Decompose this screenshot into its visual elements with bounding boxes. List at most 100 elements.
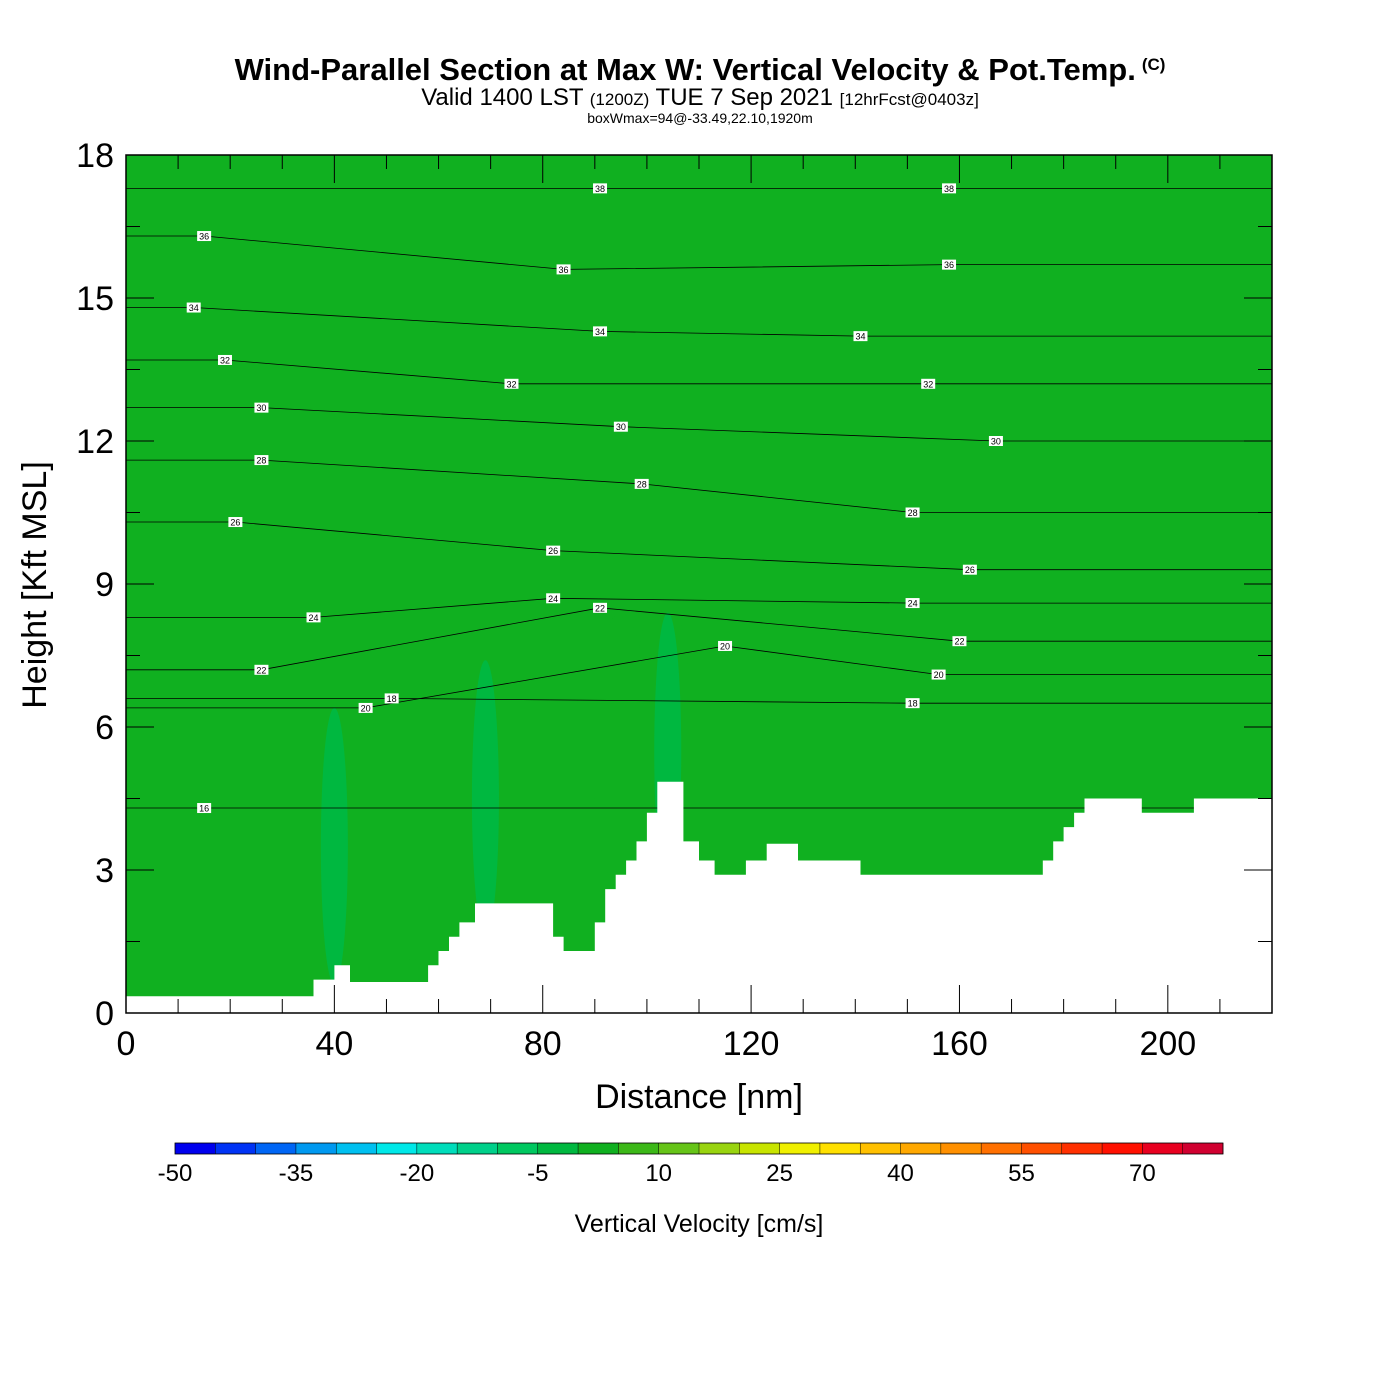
theta-label-box (931, 669, 946, 680)
downdraft-core (471, 660, 499, 937)
theta-label-text: 20 (934, 670, 944, 680)
colorbar-swatch (457, 1143, 498, 1154)
colorbar-swatch (578, 1143, 619, 1154)
terrain-mask (126, 781, 1272, 1013)
box-wmax-line: boxWmax=94@-33.49,22.10,1920m (587, 110, 813, 126)
x-axis-label: Distance [nm] (595, 1078, 803, 1116)
x-tick-label: 0 (117, 1025, 136, 1063)
theta-label-box (556, 264, 571, 275)
theta-label-text: 18 (908, 699, 918, 709)
colorbar-swatch (658, 1143, 700, 1154)
chart-title-text: Wind-Parallel Section at Max W: Vertical… (234, 52, 1136, 87)
colorbar-swatch (416, 1143, 458, 1154)
theta-label-box (962, 564, 977, 575)
colorbar-tick-label: -50 (158, 1160, 193, 1187)
theta-label-text: 26 (230, 518, 240, 528)
theta-label-text: 22 (256, 665, 266, 675)
valid-prefix: Valid 1400 LST (421, 84, 584, 111)
colorbar-tick-label: 25 (766, 1160, 793, 1187)
theta-contour-label: 32 (504, 378, 519, 389)
colorbar-swatch (900, 1143, 942, 1154)
y-tick-label: 6 (95, 709, 114, 747)
theta-label-text: 32 (506, 379, 516, 389)
theta-contour-label: 26 (546, 545, 561, 556)
colorbar-tick-label: 70 (1129, 1160, 1156, 1187)
theta-contour-label: 30 (254, 402, 269, 413)
theta-label-text: 22 (954, 637, 964, 647)
colorbar-swatch (295, 1143, 337, 1154)
theta-label-box (546, 593, 561, 604)
theta-label-box (593, 326, 608, 337)
theta-label-text: 28 (637, 479, 647, 489)
theta-contour-line (126, 698, 1272, 704)
colorbar-swatch (699, 1143, 740, 1154)
colorbar-swatch (819, 1143, 861, 1154)
theta-contour-label: 26 (228, 517, 243, 528)
theta-contour-label: 28 (254, 455, 269, 466)
theta-contour-label: 30 (988, 436, 1003, 447)
theta-label-text: 22 (595, 603, 605, 613)
theta-contour-label: 30 (613, 421, 628, 432)
colorbar-swatch (497, 1143, 539, 1154)
updraft-core (384, 684, 441, 961)
x-tick-label: 40 (315, 1025, 353, 1063)
colorbar-swatch (215, 1143, 256, 1154)
y-tick-label: 0 (95, 995, 114, 1033)
colorbar-swatch (1142, 1143, 1183, 1154)
theta-contour-label: 28 (905, 507, 920, 518)
colorbar-swatch (981, 1143, 1022, 1154)
theta-label-text: 24 (309, 613, 319, 623)
theta-label-text: 34 (189, 303, 199, 313)
theta-contour-label: 20 (931, 669, 946, 680)
theta-contour-label: 32 (217, 354, 232, 365)
theta-label-box (197, 803, 212, 814)
theta-label-box (593, 602, 608, 613)
theta-label-text: 20 (361, 703, 371, 713)
valid-date: TUE 7 Sep 2021 (655, 84, 833, 111)
theta-label-box (358, 702, 373, 713)
colorbar-swatch (1102, 1143, 1143, 1154)
theta-contour-labels: 16 18 20 22 24 26 28 30 32 34 36 38 36 34 32 30 28 26 24 22… (186, 183, 1003, 814)
theta-label-box (254, 402, 269, 413)
colorbar-tick-label: -5 (527, 1160, 548, 1187)
theta-label-box (254, 455, 269, 466)
theta-contour-label: 36 (942, 259, 957, 270)
theta-label-text: 34 (595, 327, 605, 337)
theta-label-text: 28 (256, 456, 266, 466)
colorbar-swatch (1021, 1143, 1063, 1154)
theta-label-text: 24 (548, 594, 558, 604)
colorbar-tick-label: -20 (400, 1160, 435, 1187)
theta-label-text: 30 (991, 437, 1001, 447)
theta-label-text: 30 (616, 422, 626, 432)
colorbar-tick-label: 55 (1008, 1160, 1035, 1187)
colorbar-swatch (255, 1143, 297, 1154)
theta-label-box (942, 259, 957, 270)
colorbar: -50 -35 -20 -5 10 25 40 55 70 (158, 1142, 1224, 1187)
theta-contour-label: 34 (853, 331, 868, 342)
theta-label-text: 16 (199, 804, 209, 814)
theta-label-box (853, 331, 868, 342)
theta-contour-label: 28 (634, 478, 649, 489)
theta-label-text: 38 (595, 184, 605, 194)
theta-label-box (197, 231, 212, 242)
theta-label-box (634, 478, 649, 489)
colorbar-swatch (1061, 1143, 1103, 1154)
y-tick-label: 3 (95, 852, 114, 890)
theta-contour-label: 24 (306, 612, 321, 623)
theta-contour-label: 18 (384, 693, 399, 704)
colorbar-swatch (739, 1143, 780, 1154)
colorbar-tick-label: 40 (887, 1160, 914, 1187)
colorbar-label: Vertical Velocity [cm/s] (575, 1210, 824, 1238)
colorbar-swatch (175, 1143, 216, 1154)
downdraft-core (320, 707, 348, 985)
valid-utc: (1200Z) (589, 90, 650, 109)
theta-label-box (384, 693, 399, 704)
theta-label-text: 32 (923, 379, 933, 389)
theta-label-box (217, 354, 232, 365)
theta-label-text: 36 (944, 260, 954, 270)
forecast-info: [12hrFcst@0403z] (839, 90, 979, 109)
theta-label-box (186, 302, 201, 313)
theta-label-text: 20 (720, 641, 730, 651)
theta-label-text: 30 (256, 403, 266, 413)
